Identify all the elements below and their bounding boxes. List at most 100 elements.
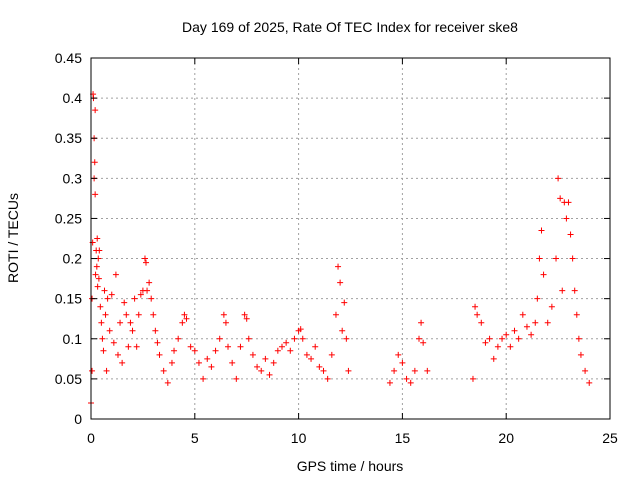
data-point — [266, 371, 273, 378]
data-point — [229, 359, 236, 366]
data-point — [216, 335, 223, 342]
data-point — [486, 335, 493, 342]
data-point — [548, 303, 555, 310]
data-point — [287, 347, 294, 354]
data-point — [225, 343, 232, 350]
y-axis-ticks: 0 0.05 0.1 0.15 0.2 0.25 0.3 0.35 0.4 0.45 — [55, 50, 610, 427]
data-point — [94, 235, 101, 242]
data-point — [101, 287, 108, 294]
data-point — [567, 231, 574, 238]
x-tick-label: 10 — [291, 430, 307, 446]
data-points — [88, 91, 593, 406]
y-tick-label: 0.25 — [55, 210, 82, 226]
y-tick-label: 0.3 — [63, 170, 83, 186]
y-tick-label: 0.15 — [55, 291, 82, 307]
data-point — [160, 367, 167, 374]
data-point — [586, 379, 593, 386]
data-point — [503, 331, 510, 338]
data-point — [179, 319, 186, 326]
data-point — [91, 159, 98, 166]
data-point — [200, 375, 207, 382]
data-point — [420, 339, 427, 346]
data-point — [515, 335, 522, 342]
data-point — [148, 295, 155, 302]
data-point — [569, 255, 576, 262]
data-point — [106, 327, 113, 334]
data-point — [156, 351, 163, 358]
data-point — [191, 347, 198, 354]
data-point — [316, 363, 323, 370]
data-point — [104, 295, 111, 302]
data-point — [97, 303, 104, 310]
data-point — [297, 326, 304, 333]
data-point — [123, 311, 130, 318]
x-tick-label: 25 — [602, 430, 618, 446]
data-point — [386, 379, 393, 386]
x-axis-label: GPS time / hours — [297, 458, 404, 474]
data-point — [474, 311, 481, 318]
data-point — [208, 363, 215, 370]
data-point — [407, 379, 414, 386]
data-point — [241, 311, 248, 318]
data-point — [416, 335, 423, 342]
data-point — [472, 303, 479, 310]
data-point — [233, 375, 240, 382]
data-point — [490, 355, 497, 362]
data-point — [100, 347, 107, 354]
data-point — [511, 327, 518, 334]
data-point — [175, 335, 182, 342]
data-point — [534, 295, 541, 302]
data-point — [93, 263, 100, 270]
data-point — [92, 271, 99, 278]
data-point — [299, 335, 306, 342]
data-point — [119, 359, 126, 366]
data-point — [308, 355, 315, 362]
data-point — [328, 351, 335, 358]
data-point — [245, 335, 252, 342]
data-point — [270, 359, 277, 366]
data-point — [133, 343, 140, 350]
data-point — [187, 343, 194, 350]
data-point — [573, 311, 580, 318]
y-tick-label: 0.1 — [63, 331, 83, 347]
y-tick-label: 0.35 — [55, 130, 82, 146]
data-point — [563, 215, 570, 222]
x-tick-label: 15 — [395, 430, 411, 446]
data-point — [96, 247, 103, 254]
data-point — [320, 367, 327, 374]
data-point — [278, 343, 285, 350]
data-point — [137, 291, 144, 298]
data-point — [571, 287, 578, 294]
data-point — [204, 355, 211, 362]
y-tick-label: 0.2 — [63, 251, 83, 267]
data-point — [536, 255, 543, 262]
data-point — [555, 175, 562, 182]
data-point — [274, 347, 281, 354]
y-tick-label: 0.05 — [55, 371, 82, 387]
data-point — [114, 351, 121, 358]
data-point — [575, 335, 582, 342]
data-point — [143, 259, 150, 266]
data-point — [291, 335, 298, 342]
data-point — [565, 199, 572, 206]
data-point — [144, 287, 151, 294]
data-point — [403, 375, 410, 382]
data-point — [212, 347, 219, 354]
y-axis-label: ROTI / TECUs — [5, 193, 21, 283]
data-point — [146, 279, 153, 286]
data-point — [127, 319, 134, 326]
data-point — [164, 379, 171, 386]
data-point — [557, 195, 564, 202]
data-point — [243, 315, 250, 322]
data-point — [345, 367, 352, 374]
data-point — [482, 339, 489, 346]
data-point — [181, 311, 188, 318]
data-point — [249, 351, 256, 358]
data-point — [135, 311, 142, 318]
x-tick-label: 5 — [191, 430, 199, 446]
data-point — [494, 343, 501, 350]
y-tick-label: 0 — [74, 411, 82, 427]
plot-frame — [90, 57, 611, 420]
data-point — [112, 271, 119, 278]
